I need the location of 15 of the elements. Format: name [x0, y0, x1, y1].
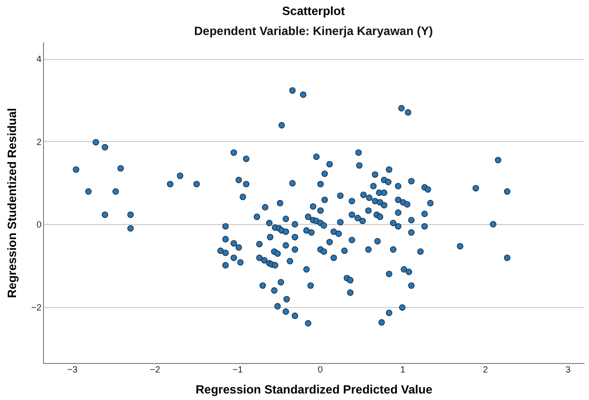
x-axis-title: Regression Standardized Predicted Value: [196, 382, 433, 396]
y-tick-label: −2: [31, 302, 42, 313]
y-axis-title: Regression Studentized Residual: [5, 108, 20, 298]
y-tick-label: 0: [36, 220, 42, 230]
y-tick-label: 4: [36, 54, 42, 64]
y-tick-label: 2: [36, 136, 42, 147]
x-tick-label: −3: [67, 364, 78, 374]
chart-title: Scatterplot: [282, 4, 345, 18]
x-tick-label: −2: [150, 364, 160, 374]
x-tick-label: 2: [482, 364, 488, 374]
x-tick-label: 1: [400, 364, 406, 374]
x-tick-label: 0: [318, 364, 323, 374]
chart-subtitle: Dependent Variable: Kinerja Karyawan (Y): [194, 24, 433, 38]
x-tick-label: 3: [565, 364, 570, 374]
x-tick-label: −1: [232, 364, 243, 374]
